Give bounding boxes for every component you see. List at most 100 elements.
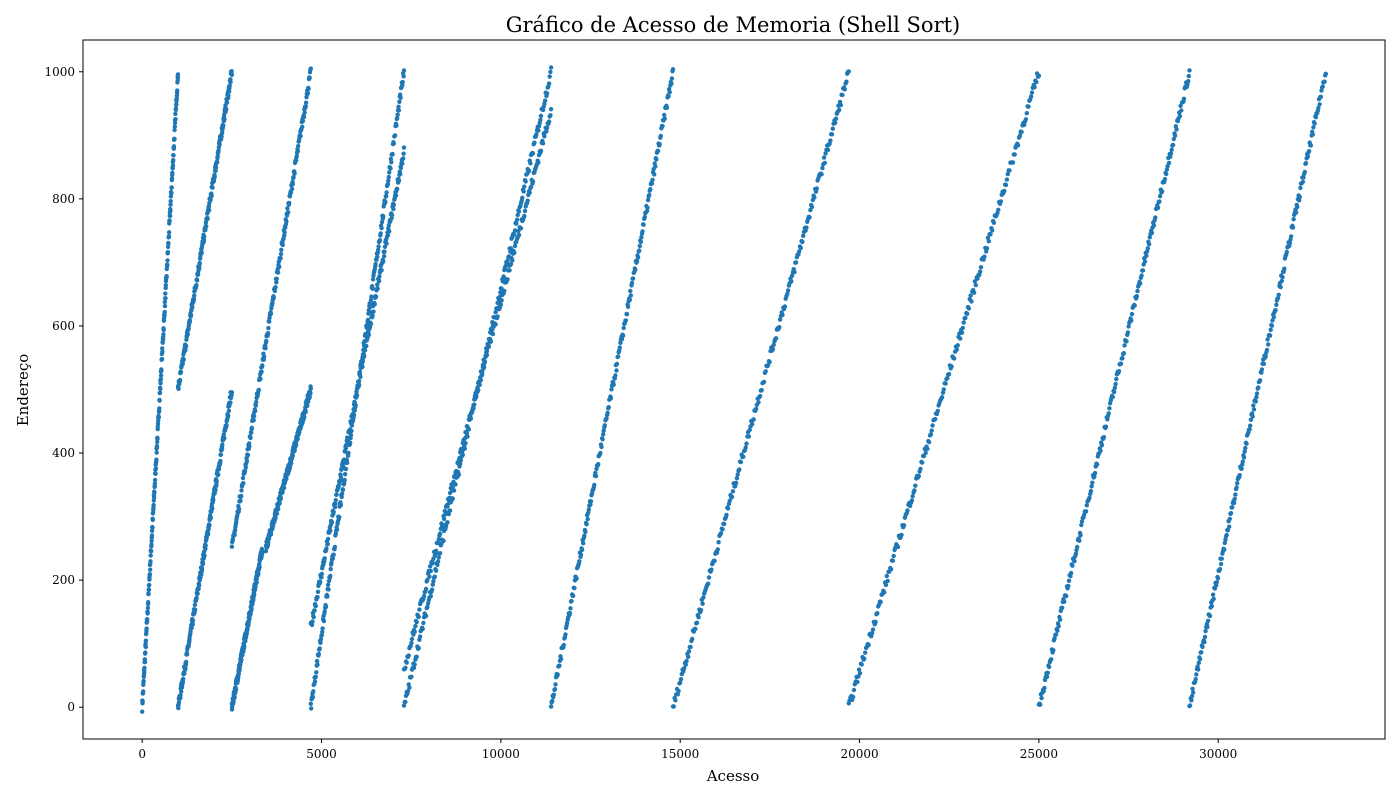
x-tick-label: 10000 (482, 747, 520, 761)
scatter-point (178, 370, 184, 375)
scatter-point (358, 374, 363, 379)
scatter-point (1290, 225, 1296, 230)
scatter-point (1083, 509, 1089, 514)
scatter-point (1253, 399, 1259, 404)
scatter-point (1228, 511, 1234, 516)
scatter-point (228, 79, 233, 85)
scatter-point (263, 548, 269, 554)
scatter-point (583, 529, 588, 535)
scatter-point (1146, 242, 1152, 247)
scatter-point (302, 110, 307, 115)
scatter-point (490, 331, 496, 337)
scatter-point (272, 288, 278, 294)
scatter-point (152, 481, 158, 486)
scatter-point (398, 165, 404, 171)
scatter-point (940, 390, 946, 395)
scatter-point (429, 587, 435, 592)
scatter-point (532, 140, 537, 145)
scatter-point (274, 511, 280, 516)
scatter-point (441, 516, 447, 522)
scatter-point (682, 666, 687, 671)
scatter-point (1194, 672, 1199, 677)
scatter-point (411, 665, 417, 670)
scatter-point (390, 151, 395, 157)
scatter-point (430, 582, 435, 587)
scatter-point (391, 141, 396, 146)
scatter-point (586, 510, 591, 516)
scatter-point (512, 228, 518, 233)
scatter-point (249, 425, 255, 430)
scatter-point (863, 650, 868, 655)
scatter-point (480, 372, 485, 377)
scatter-point (280, 489, 285, 494)
scatter-point (577, 559, 582, 564)
scatter-point (1248, 417, 1254, 422)
scatter-point (869, 631, 875, 636)
scatter-point (206, 207, 212, 213)
scatter-point (1230, 505, 1235, 510)
scatter-point (323, 604, 329, 610)
scatter-point (678, 680, 683, 685)
scatter-point (621, 325, 626, 331)
scatter-point (693, 626, 698, 632)
scatter-point (730, 489, 736, 494)
scatter-point (428, 568, 433, 574)
scatter-point (334, 492, 339, 497)
scatter-point (168, 199, 173, 204)
scatter-point (201, 237, 207, 243)
scatter-point (175, 88, 180, 93)
scatter-point (1297, 198, 1302, 203)
scatter-point (151, 498, 156, 503)
scatter-point (170, 170, 175, 175)
scatter-point (472, 402, 477, 407)
scatter-point (247, 444, 252, 449)
scatter-point (300, 118, 306, 124)
scatter-point (1214, 580, 1220, 585)
y-axis-label: Endereço (14, 354, 32, 427)
scatter-point (371, 309, 376, 314)
scatter-point (943, 381, 948, 386)
scatter-point (252, 592, 257, 597)
scatter-point (522, 208, 528, 214)
scatter-point (1177, 113, 1183, 119)
scatter-point (1186, 79, 1191, 84)
scatter-point (253, 408, 258, 414)
scatter-point (179, 689, 184, 694)
scatter-point (353, 395, 359, 400)
scatter-point (959, 330, 965, 335)
scatter-point (930, 423, 935, 428)
scatter-point (978, 265, 984, 270)
scatter-point (598, 450, 603, 456)
scatter-point (601, 432, 606, 437)
scatter-point (171, 144, 177, 149)
scatter-point (194, 283, 199, 288)
scatter-point (615, 354, 621, 359)
scatter-point (1132, 303, 1137, 308)
scatter-point (725, 506, 731, 511)
scatter-point (140, 709, 145, 714)
scatter-point (478, 378, 484, 383)
scatter-point (245, 627, 250, 632)
scatter-point (548, 65, 554, 70)
scatter-point (563, 632, 568, 637)
scatter-point (366, 332, 371, 338)
scatter-point (167, 218, 172, 223)
scatter-point (770, 346, 776, 352)
scatter-point (1038, 702, 1043, 707)
scatter-point (637, 243, 642, 249)
scatter-point (828, 138, 833, 143)
scatter-point (368, 321, 374, 327)
scatter-point (197, 261, 202, 266)
scatter-point (482, 359, 488, 364)
scatter-point (166, 241, 171, 246)
scatter-point (1256, 385, 1261, 390)
scatter-point (397, 99, 402, 105)
scatter-point (400, 79, 405, 85)
scatter-point (1092, 474, 1097, 479)
scatter-point (669, 76, 675, 81)
scatter-point (372, 302, 377, 307)
scatter-point (433, 568, 439, 573)
scatter-point (1174, 127, 1179, 132)
scatter-point (1186, 73, 1192, 79)
scatter-point (855, 679, 860, 685)
